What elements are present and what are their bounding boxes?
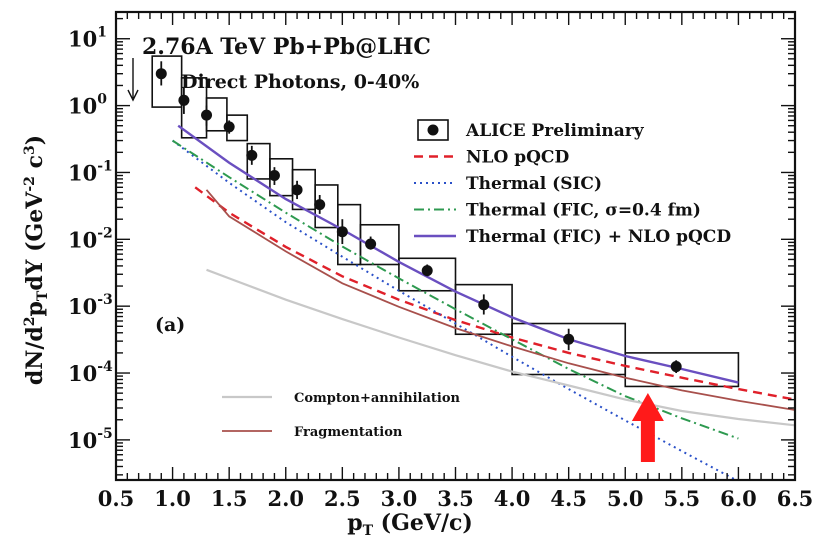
x-tick-label: 4.5	[550, 486, 587, 511]
x-tick-label: 5.0	[607, 486, 644, 511]
legend: ALICE Preliminary NLO pQCD Thermal (SIC) Th…	[222, 119, 731, 440]
x-tick-label: 2.5	[324, 486, 361, 511]
y-tick-label: 100	[68, 92, 107, 119]
data-point	[268, 170, 280, 182]
x-tick-label: 1.5	[211, 486, 248, 511]
systematic-box	[151, 55, 183, 108]
data-point	[201, 109, 213, 121]
legend-label: ALICE Preliminary	[465, 121, 645, 141]
systematic-box	[511, 322, 627, 376]
y-tick-label: 10-4	[68, 359, 113, 386]
data-point	[314, 199, 326, 211]
y-tick-label: 10-3	[68, 292, 113, 319]
data-point	[563, 333, 575, 345]
red-arrow-annotation	[631, 393, 664, 462]
data-point	[670, 361, 682, 373]
data-point	[246, 149, 258, 161]
x-tick-label: 6.5	[777, 486, 814, 511]
y-axis-label: dN/d2pTdY (GeV-2 c3)	[22, 135, 51, 385]
legend-label: NLO pQCD	[466, 148, 569, 168]
indicator-arrow-head	[127, 89, 139, 102]
y-tick-label: 10-5	[68, 426, 113, 453]
legend-label: Thermal (FIC, σ=0.4 fm)	[466, 201, 701, 221]
x-tick-label: 6.0	[720, 486, 757, 511]
legend-label: Fragmentation	[294, 425, 403, 440]
series-line	[194, 186, 795, 401]
series-line	[206, 268, 795, 427]
legend-label: Compton+annihilation	[294, 391, 461, 406]
systematic-box	[246, 142, 271, 180]
systematic-box	[624, 352, 740, 388]
legend-marker-dot	[427, 124, 439, 136]
data-points	[155, 61, 682, 374]
y-tick-label: 10-1	[68, 158, 113, 185]
y-tick-label: 10-2	[68, 225, 113, 252]
legend-label: Thermal (SIC)	[466, 174, 602, 194]
legend-label: Thermal (FIC) + NLO pQCD	[466, 227, 731, 247]
x-tick-label: 4.0	[494, 486, 531, 511]
x-tick-label: 2.0	[267, 486, 304, 511]
data-point	[336, 226, 348, 238]
legend-marker-box	[417, 119, 449, 141]
x-tick-label: 3.5	[437, 486, 474, 511]
data-point	[478, 299, 490, 311]
annotations	[127, 58, 664, 462]
data-point	[223, 121, 235, 133]
data-point	[291, 184, 303, 196]
panel-label: (a)	[155, 314, 185, 336]
chart-title: 2.76A TeV Pb+Pb@LHC	[142, 34, 431, 60]
x-tick-label: 3.0	[381, 486, 418, 511]
data-point	[178, 94, 190, 106]
x-tick-label: 5.5	[664, 486, 701, 511]
x-tick-label: 1.0	[154, 486, 191, 511]
series-line	[205, 189, 795, 411]
y-tick-label: 101	[68, 25, 107, 52]
chart-subtitle: Direct Photons, 0-40%	[181, 71, 419, 93]
series-line	[172, 139, 739, 480]
systematic-box	[398, 257, 457, 292]
systematic-box	[359, 223, 400, 266]
data-point	[155, 68, 167, 80]
data-point	[421, 265, 433, 277]
systematic-error-boxes	[151, 55, 740, 388]
x-axis-label: pT (GeV/c)	[347, 510, 473, 539]
axis-ticks: 0.5 1.0 1.5 2.0 2.5 3.0 3.5 4.0 4.5 5.0 5.5 6.0 6.5 1…	[68, 12, 813, 511]
data-point	[365, 238, 377, 250]
x-tick-label: 0.5	[98, 486, 135, 511]
series-line	[177, 124, 739, 384]
